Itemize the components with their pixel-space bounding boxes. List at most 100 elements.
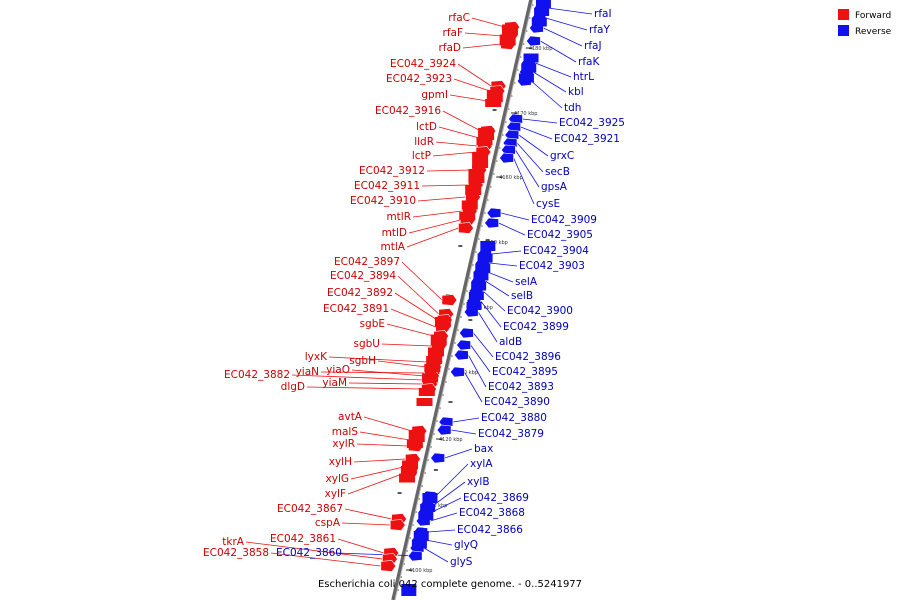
gene-label-ec042-3879: EC042_3879 [478,428,544,440]
gene-label-glys: glyS [450,556,473,568]
axis-dot [466,290,468,292]
gene-block-reverse [468,292,484,300]
label-line-ec042-3916 [442,110,481,132]
label-line-ec042-3924 [457,63,492,87]
label-line-ec042-3903 [489,262,518,267]
label-line-ec042-3921 [520,126,553,140]
gene-label-ec042-3891: EC042_3891 [323,303,389,315]
axis-dot [525,30,528,32]
gene-feature-forward-ec042-3897 [441,294,458,306]
axis-dot [505,121,507,123]
scale-tick-label: 4110 kbp [424,503,448,509]
label-line-ec042-3861 [337,538,384,554]
gene-label-sgbu: sgbU [354,338,381,350]
gene-label-aldb: aldB [499,336,522,348]
gene-label-sela: selA [515,276,538,288]
label-line-rfac [471,17,505,28]
gene-label-ec042-3904: EC042_3904 [523,245,589,257]
gene-label-ec042-3910: EC042_3910 [350,195,416,207]
legend-label-reverse: Reverse [855,27,892,37]
label-line-dlgd [306,386,422,390]
gene-feature-reverse-ec042-3909 [486,207,502,219]
label-line-lldr [435,141,478,147]
gene-label-lyxk: lyxK [305,351,328,363]
gene-label-ec042-3903: EC042_3903 [519,260,585,272]
label-line-ec042-3904 [491,250,522,255]
gene-block-forward [468,169,485,183]
gene-feature-reverse-ec042-3860 [407,550,423,562]
gene-label-cyse: cysE [536,198,560,210]
label-line-yiao [351,369,425,377]
gene-block-forward [408,430,425,442]
genome-caption: Escherichia coli 042 complete genome. - … [318,579,582,590]
gene-label-ec042-3895: EC042_3895 [492,366,558,378]
gene-label-ec042-3868: EC042_3868 [459,507,525,519]
gene-block-reverse [534,8,550,16]
label-line-gpmi [449,94,488,102]
gene-label-ec042-3858: EC042_3858 [203,547,269,559]
gene-block-reverse [531,17,547,27]
legend-swatch-reverse [838,25,849,36]
label-line-ec042-3910 [417,196,466,202]
label-connector-lines [245,7,593,567]
gene-block-reverse [523,53,539,63]
gene-feature-reverse-ec042-3895 [456,339,471,351]
gene-label-mtld: mtlD [382,227,407,239]
axis-dot [403,563,406,565]
label-line-ec042-3909 [500,212,530,221]
label-line-ec042-3923 [453,78,491,92]
scale-tick-label: 4100 kbp [409,568,433,574]
label-line-mtla [406,227,459,248]
gene-label-yiam: yiaM [322,377,347,389]
gene-label-xylr: xylR [332,438,355,450]
gene-block-reverse [477,253,493,263]
label-line-secb [516,142,544,173]
label-line-ec042-3911 [421,184,469,187]
label-line-ec042-3897 [401,261,443,301]
gene-block-forward [472,152,489,168]
label-line-grxc [518,134,549,157]
label-line-gpsa [515,149,540,188]
gene-label-mals: malS [332,426,359,438]
gene-label-tkra: tkrA [222,536,245,548]
label-line-avta [363,416,412,432]
gene-label-lctd: lctD [416,121,437,133]
axis-dot [424,472,427,474]
gene-block-forward [501,24,518,36]
label-line-rfaf [464,32,503,37]
label-line-lyxk [328,356,428,363]
gene-label-xylf: xylF [325,488,346,500]
label-line-tdh [530,80,563,109]
label-line-ec042-3866 [427,529,456,533]
gene-label-avta: avtA [338,411,363,423]
gene-label-ec042-3921: EC042_3921 [554,133,620,145]
gene-label-glyq: glyQ [454,539,478,551]
axis-dot [493,173,495,175]
gene-label-xyla: xylA [470,458,493,470]
label-line-xylg [350,466,404,480]
label-line-ec042-3912 [426,169,472,172]
label-line-lctd [438,126,480,139]
axis-dot [451,355,453,357]
gene-label-ec042-3867: EC042_3867 [277,503,343,515]
gene-feature-reverse-ec042-3879 [436,424,452,436]
label-line-yiam [348,382,423,385]
gene-label-ec042-3860: EC042_3860 [276,547,342,559]
axis-dot [508,108,510,110]
label-line-tkra [245,541,383,560]
label-line-ec042-3869 [432,497,462,513]
gene-label-ec042-3899: EC042_3899 [503,321,569,333]
gene-label-rfaj: rfaJ [584,40,602,52]
gene-label-bax: bax [474,443,493,455]
axis-dot [463,303,465,305]
gene-label-lctp: lctP [412,150,431,162]
axis-dot [454,342,456,344]
label-line-rfai [547,7,593,15]
gene-feature-reverse-ec042-3893 [453,349,469,361]
gene-label-xylb: xylB [467,476,490,488]
axis-dot [502,134,504,136]
label-line-rfak [540,40,577,63]
axis-dot [496,160,498,162]
legend-swatch-forward [838,9,849,20]
label-line-ec042-3893 [467,354,487,388]
